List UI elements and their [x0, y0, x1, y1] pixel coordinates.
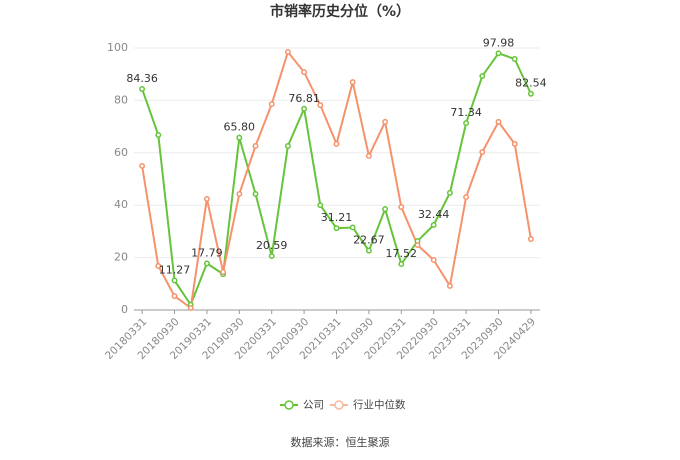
point [430, 257, 437, 263]
data-label: 32.44 [418, 208, 450, 221]
point [220, 269, 227, 275]
point [527, 236, 534, 242]
point [301, 69, 308, 76]
y-tick-label: 80 [114, 93, 128, 106]
point [171, 277, 178, 284]
y-tick-label: 60 [114, 146, 128, 159]
point [284, 143, 291, 149]
point [479, 73, 486, 79]
point [479, 149, 486, 155]
point [252, 190, 259, 197]
point [382, 118, 389, 125]
point [203, 260, 210, 267]
data-label: 17.52 [386, 247, 418, 260]
point [155, 263, 162, 269]
data-label: 97.98 [483, 36, 515, 49]
data-label: 22.67 [353, 234, 385, 247]
point [511, 140, 518, 147]
point [398, 261, 405, 268]
point [430, 222, 437, 228]
point [333, 225, 340, 232]
data-label: 20.59 [256, 239, 288, 252]
series-line [141, 49, 532, 310]
point [139, 86, 146, 92]
point [511, 56, 518, 62]
point [333, 140, 340, 147]
legend-label: 行业中位数 [353, 398, 406, 411]
point [268, 253, 275, 260]
point [365, 247, 372, 254]
point [446, 282, 453, 289]
point [349, 224, 356, 231]
legend-label: 公司 [303, 399, 324, 411]
point [268, 101, 275, 108]
point [349, 79, 356, 86]
data-label: 82.54 [515, 77, 547, 90]
point [236, 190, 243, 197]
point [171, 293, 178, 300]
chart-title: 市销率历史分位（%） [270, 3, 410, 20]
y-tick-label: 0 [121, 303, 128, 316]
point [365, 152, 372, 159]
data-label: 17.79 [191, 246, 223, 259]
point [301, 105, 308, 112]
point [463, 120, 470, 127]
point [463, 194, 470, 201]
point [236, 134, 243, 141]
point [317, 202, 324, 209]
point [446, 189, 453, 196]
point [398, 204, 405, 210]
point [252, 143, 259, 149]
point [382, 206, 389, 213]
legend-marker [334, 400, 344, 410]
point [203, 195, 210, 202]
data-label: 65.80 [224, 121, 256, 134]
point [187, 304, 194, 311]
point [495, 50, 502, 57]
point [414, 242, 421, 248]
data-label: 76.81 [288, 92, 320, 105]
point [139, 162, 146, 169]
point [317, 102, 324, 109]
point [527, 90, 534, 97]
point [155, 132, 162, 138]
data-label: 11.27 [159, 263, 191, 276]
data-label: 71.34 [450, 106, 482, 119]
y-tick-label: 100 [107, 41, 128, 54]
y-tick-label: 20 [114, 251, 128, 264]
point [284, 48, 291, 55]
source-note: 数据来源：恒生聚源 [291, 435, 390, 449]
point [495, 118, 502, 125]
data-label: 31.21 [321, 211, 353, 224]
data-label: 84.36 [126, 72, 158, 85]
legend-marker [284, 400, 294, 410]
y-tick-label: 40 [114, 198, 128, 211]
